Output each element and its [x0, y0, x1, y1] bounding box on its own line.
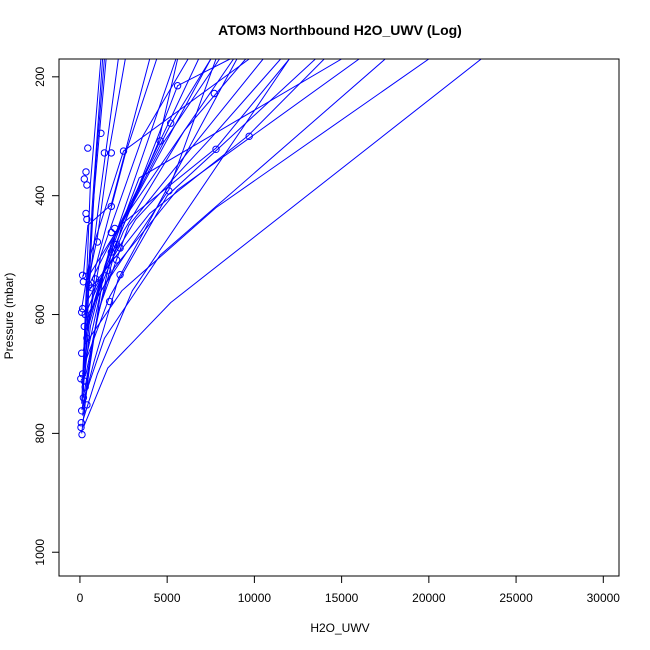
data-point: [156, 137, 164, 145]
data-point: [104, 266, 112, 275]
data-point: [78, 430, 86, 439]
y-tick-label: 600: [33, 304, 47, 324]
profile-line-31: [82, 59, 151, 276]
data-point: [83, 181, 91, 189]
profile-line-24: [82, 59, 234, 398]
profile-line-10: [85, 59, 281, 303]
profile-line-27: [82, 59, 217, 375]
data-point: [82, 209, 90, 218]
profile-line-30: [85, 59, 212, 292]
profile-line-28: [86, 59, 290, 280]
profile-line-13: [84, 59, 430, 345]
data-point: [82, 168, 90, 176]
data-point: [83, 334, 91, 342]
data-point: [111, 224, 119, 233]
y-tick-label: 200: [33, 66, 47, 86]
data-point: [105, 297, 114, 306]
x-tick-label: 15000: [325, 591, 359, 605]
x-tick-label: 25000: [499, 591, 533, 605]
data-point: [173, 82, 182, 90]
x-axis: 0 5000 10000 15000 20000 25000 30000: [77, 575, 621, 605]
y-tick-label: 1000: [33, 539, 47, 566]
data-point: [119, 147, 128, 155]
data-point: [84, 144, 92, 152]
data-point: [81, 310, 89, 319]
profile-line-20: [84, 59, 316, 363]
data-point: [167, 119, 175, 127]
data-point: [91, 275, 100, 283]
data-point: [78, 349, 86, 357]
data-point: [78, 407, 86, 415]
data-point: [212, 145, 220, 154]
data-point: [210, 89, 219, 98]
data-series-layer: [81, 59, 482, 434]
profile-line-6: [83, 59, 158, 369]
profile-line-17: [83, 59, 386, 398]
profile-line-25: [84, 59, 231, 315]
data-point: [83, 401, 91, 409]
data-point: [79, 394, 88, 402]
plot-frame: [58, 58, 620, 577]
profile-line-14: [82, 59, 482, 428]
data-point: [78, 370, 87, 378]
data-point: [93, 238, 102, 246]
x-tick-label: 5000: [154, 591, 181, 605]
data-point: [88, 284, 96, 292]
data-point: [112, 256, 121, 264]
y-tick-label: 800: [33, 423, 47, 443]
data-point: [107, 149, 116, 157]
profile-line-32: [88, 59, 126, 280]
profile-line-7: [82, 59, 189, 351]
profile-line-9: [86, 59, 247, 321]
data-point: [83, 215, 91, 224]
chart-title: ATOM3 Northbound H2O_UWV (Log): [218, 22, 462, 38]
data-point: [78, 304, 87, 313]
data-point: [81, 383, 89, 391]
y-tick-label: 400: [33, 185, 47, 205]
x-tick-label: 20000: [412, 591, 446, 605]
data-point: [165, 187, 173, 195]
data-point: [100, 149, 109, 157]
y-axis: 200 400 600 800 1000: [33, 66, 60, 566]
data-point: [116, 244, 124, 252]
profile-line-8: [84, 59, 220, 339]
x-tick-label: 30000: [587, 591, 621, 605]
x-tick-label: 0: [77, 591, 84, 605]
data-point: [116, 271, 124, 279]
data-point: [107, 202, 116, 211]
profile-line-15: [82, 59, 290, 422]
data-point: [245, 132, 253, 141]
data-point: [77, 423, 85, 432]
profile-line-26: [83, 59, 179, 333]
data-point: [97, 129, 105, 138]
data-point: [107, 248, 116, 256]
profile-line-29: [81, 59, 250, 309]
y-axis-label: Pressure (mbar): [2, 273, 16, 360]
data-point: [107, 228, 116, 237]
data-point: [80, 175, 89, 183]
data-point: [77, 419, 86, 427]
x-tick-label: 10000: [238, 591, 272, 605]
data-points-layer: [77, 82, 253, 439]
x-axis-label: H2O_UWV: [310, 621, 369, 635]
data-point: [80, 322, 89, 331]
